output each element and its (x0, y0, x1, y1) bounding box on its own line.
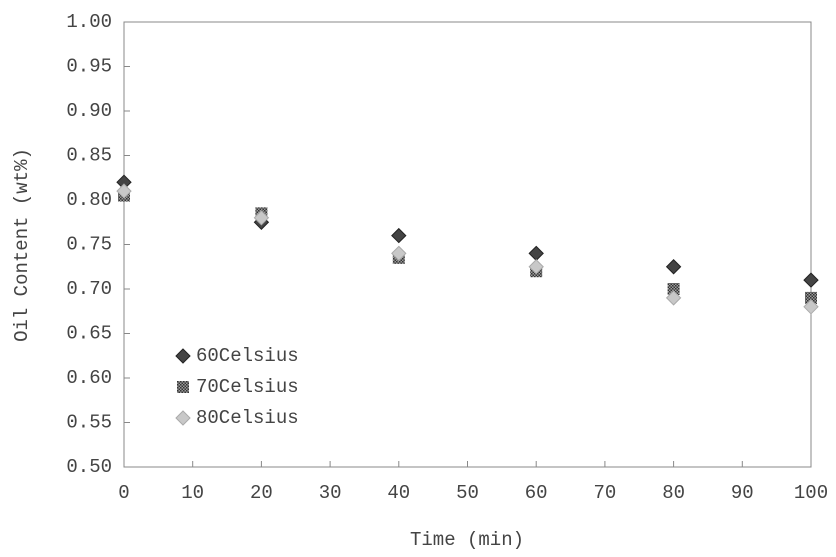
x-tick-label: 20 (250, 482, 273, 504)
y-tick-label: 0.85 (66, 145, 112, 167)
y-tick-label: 0.80 (66, 189, 112, 211)
y-tick-label: 0.55 (66, 412, 112, 434)
x-tick-label: 70 (593, 482, 616, 504)
x-axis-title: Time (min) (410, 529, 524, 551)
x-tick-label: 10 (181, 482, 204, 504)
y-tick-label: 1.00 (66, 11, 112, 33)
point (665, 259, 682, 275)
x-tick-label: 90 (731, 482, 754, 504)
point (116, 183, 132, 199)
x-tick-label: 100 (794, 482, 828, 504)
x-tick-label: 30 (319, 482, 342, 504)
point (667, 283, 680, 295)
point (528, 259, 544, 275)
point (803, 272, 819, 288)
y-tick-label: 0.90 (66, 100, 112, 122)
y-tick-label: 0.70 (66, 278, 112, 300)
point (803, 299, 819, 315)
y-tick-label: 0.95 (66, 56, 112, 78)
x-tick-label: 60 (525, 482, 548, 504)
legend-marker (177, 381, 189, 393)
point (528, 245, 544, 262)
plot-frame (123, 21, 812, 468)
y-tick-label: 0.60 (66, 367, 112, 389)
point (665, 290, 682, 306)
x-tick-label: 80 (662, 482, 685, 504)
y-tick-label: 0.65 (66, 323, 112, 345)
y-axis-title: Oil Content (wt%) (11, 148, 33, 342)
point (391, 227, 407, 244)
y-tick-label: 0.50 (66, 456, 112, 478)
legend-label: 60Celsius (196, 345, 299, 367)
legend-label: 80Celsius (196, 407, 299, 429)
x-tick-label: 40 (387, 482, 410, 504)
x-tick-label: 0 (118, 482, 129, 504)
y-tick-label: 0.75 (66, 234, 112, 256)
legend-label: 70Celsius (196, 376, 299, 398)
x-tick-label: 50 (456, 482, 479, 504)
legend-marker (175, 410, 191, 426)
legend-marker (175, 348, 191, 364)
point (805, 291, 817, 304)
point (253, 210, 270, 226)
point (391, 245, 407, 262)
